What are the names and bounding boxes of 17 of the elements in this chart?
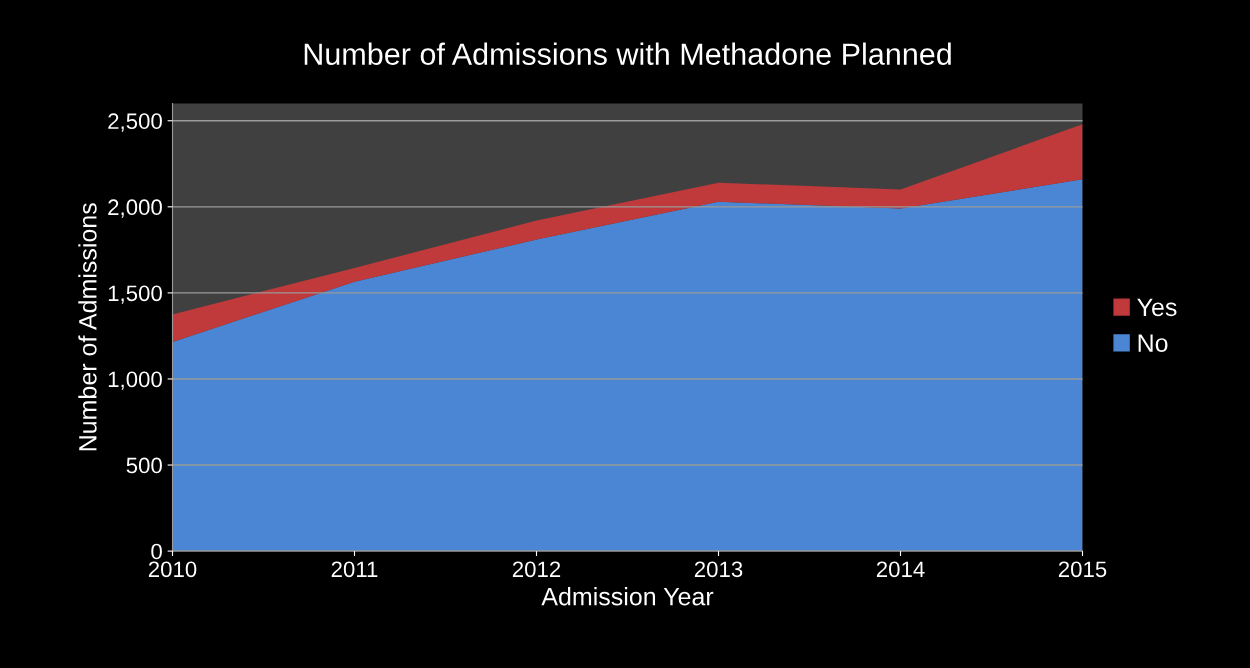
- y-tick-label: 1,500: [108, 285, 162, 304]
- y-axis-title: Number of Admissions: [78, 203, 97, 451]
- x-tick-label: 2014: [876, 561, 925, 578]
- y-tick-label: 500: [126, 457, 162, 474]
- x-tick-label: 2015: [1058, 561, 1107, 578]
- chart-title: Number of Admissions with Methadone Planned: [304, 42, 951, 65]
- y-tick-label: 0: [151, 543, 162, 560]
- legend-label: Yes: [1137, 298, 1177, 317]
- x-tick-label: 2010: [148, 561, 197, 578]
- x-tick-label: 2012: [512, 561, 561, 578]
- x-tick-label: 2011: [331, 561, 378, 578]
- y-tick-label: 2,500: [108, 113, 162, 132]
- y-tick-label: 2,000: [108, 199, 162, 218]
- x-tick-label: 2013: [694, 561, 743, 578]
- legend-label: No: [1138, 334, 1168, 352]
- x-axis-title: Admission Year: [541, 587, 714, 606]
- y-tick-label: 1,000: [108, 371, 162, 390]
